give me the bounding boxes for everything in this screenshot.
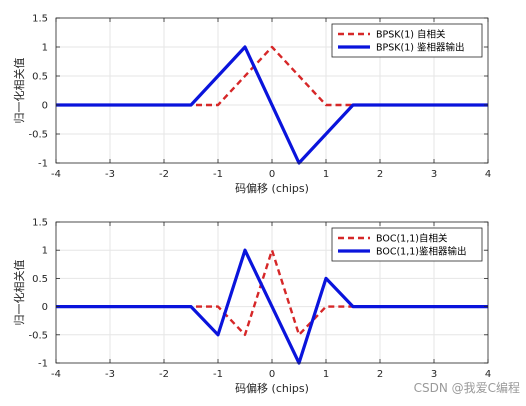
y-tick-label: -1 — [38, 359, 48, 370]
x-tick-label: 1 — [323, 369, 329, 380]
y-axis-label: 归一化相关值 — [12, 58, 26, 124]
series-line-2 — [56, 45, 488, 165]
x-tick-label: -1 — [213, 369, 223, 380]
x-tick-label: -4 — [51, 169, 61, 180]
legend-label-1: BPSK(1) 自相关 — [376, 29, 446, 41]
x-tick-label: 3 — [431, 169, 437, 180]
y-tick-label: -0.5 — [28, 330, 48, 341]
watermark: CSDN @我爱C编程 — [414, 380, 520, 395]
y-tick-label: 1.5 — [32, 218, 48, 229]
y-tick-label: 0.5 — [32, 274, 48, 285]
y-tick-label: 1 — [42, 43, 48, 54]
y-tick-label: 0 — [42, 101, 48, 112]
x-tick-label: -3 — [105, 169, 115, 180]
x-tick-label: -3 — [105, 369, 115, 380]
x-tick-label: 4 — [485, 169, 491, 180]
x-tick-label: -1 — [213, 169, 223, 180]
x-tick-label: 4 — [485, 369, 491, 380]
y-tick-label: -1 — [38, 159, 48, 170]
series-group — [56, 45, 488, 165]
x-tick-label: 3 — [431, 369, 437, 380]
x-tick-label: 0 — [269, 169, 275, 180]
y-axis-label: 归一化相关值 — [12, 260, 26, 326]
y-tick-label: 1 — [42, 246, 48, 257]
y-tick-label: 1.5 — [32, 14, 48, 25]
series-group — [56, 248, 488, 365]
x-tick-label: 2 — [377, 369, 383, 380]
legend-box — [331, 227, 483, 262]
legend-label-1: BOC(1,1)自相关 — [376, 233, 448, 245]
y-tick-label: 0 — [42, 302, 48, 313]
y-tick-label: 0.5 — [32, 72, 48, 83]
chart-panel-2: -4 -3 -2 -1 0 1 2 3 4 -1 -0.5 0 0.5 1 1.5 码偏移 (chips) 归一… — [12, 218, 491, 396]
x-tick-label: -2 — [159, 169, 169, 180]
series-line-1 — [56, 248, 488, 336]
series-line-2 — [56, 248, 488, 365]
x-axis-label: 码偏移 (chips) — [235, 181, 309, 195]
legend-label-2: BOC(1,1)鉴相器输出 — [376, 246, 466, 258]
x-tick-label: 2 — [377, 169, 383, 180]
x-tick-label: 1 — [323, 169, 329, 180]
x-tick-label: 0 — [269, 369, 275, 380]
chart-panel-1: -4 -3 -2 -1 0 1 2 3 4 -1 -0.5 0 0.5 1 1.5 码偏移 (chips) 归一… — [12, 14, 491, 196]
y-tick-label: -0.5 — [28, 130, 48, 141]
legend-box — [331, 23, 483, 58]
legend-label-2: BPSK(1) 鉴相器输出 — [376, 42, 464, 54]
x-tick-label: -4 — [51, 369, 61, 380]
x-axis-label: 码偏移 (chips) — [235, 381, 309, 395]
x-tick-label: -2 — [159, 369, 169, 380]
